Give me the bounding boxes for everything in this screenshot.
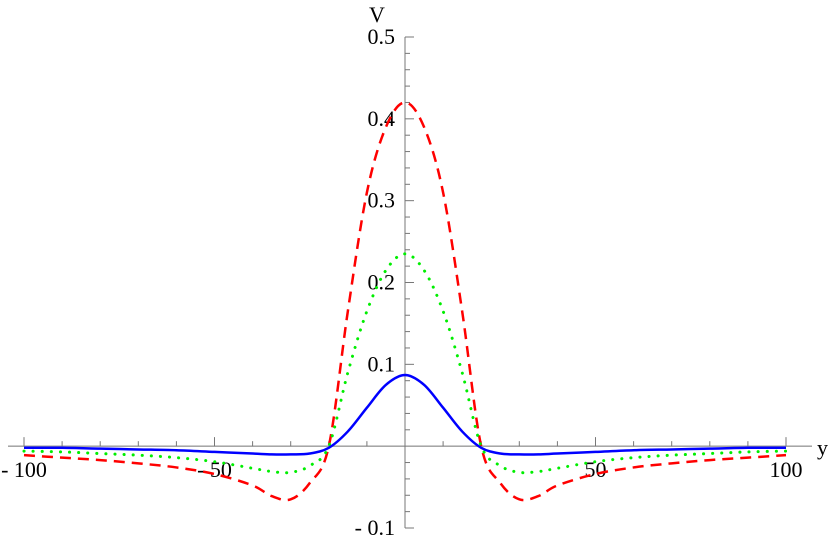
y-tick-label: 0.1 [368,351,396,376]
series-blue-solid [23,373,787,456]
x-tick-label: - 100 [1,457,47,482]
y-tick-label: 0.3 [368,188,396,213]
series-group [22,101,788,502]
y-tick-label: - 0.1 [355,515,395,538]
series-green-dotted [22,252,788,475]
y-tick-label: 0.5 [368,24,396,49]
x-tick-label: 100 [770,457,803,482]
y-axis-label: V [369,2,385,27]
y-tick-label: 0.2 [368,270,396,295]
x-axis-label: y [817,435,828,460]
